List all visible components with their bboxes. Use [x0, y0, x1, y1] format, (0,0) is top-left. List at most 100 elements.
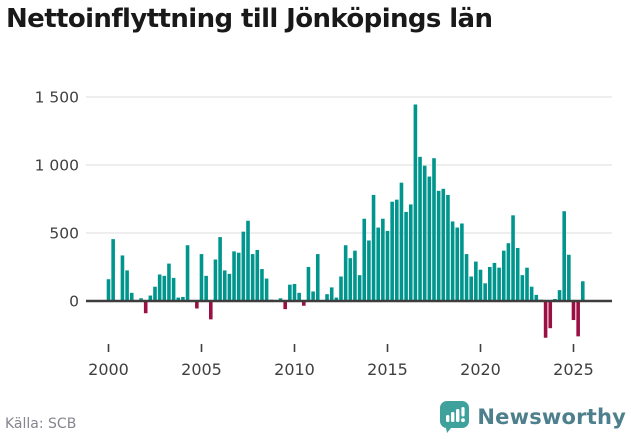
- y-axis-tick-label: 500: [49, 225, 79, 243]
- bar: [529, 286, 534, 301]
- bar: [153, 286, 157, 301]
- bar: [474, 261, 478, 301]
- bar: [534, 294, 539, 301]
- bar: [171, 277, 176, 301]
- bar: [432, 158, 436, 301]
- bar: [181, 296, 185, 301]
- bar: [246, 220, 250, 301]
- bar: [571, 301, 576, 321]
- bar: [306, 267, 311, 301]
- bar: [460, 223, 464, 301]
- bar: [413, 104, 418, 301]
- bar: [436, 190, 441, 301]
- bar: [125, 270, 129, 301]
- bar: [399, 182, 404, 301]
- bar: [222, 270, 227, 301]
- bar: [362, 218, 367, 301]
- bar: [315, 254, 320, 301]
- newsworthy-wordmark: Newsworthy: [477, 405, 626, 429]
- y-axis-tick-label: 0: [69, 293, 79, 311]
- bar: [376, 227, 380, 301]
- bar: [106, 279, 111, 301]
- bar: [548, 301, 553, 329]
- bar: [278, 298, 283, 301]
- bar: [422, 165, 427, 301]
- bar: [381, 218, 385, 301]
- bar: [111, 239, 115, 301]
- bar: [576, 301, 580, 337]
- bar: [250, 254, 255, 301]
- bar: [353, 250, 357, 301]
- bar: [157, 274, 162, 301]
- bar: [213, 259, 218, 301]
- bar: [501, 250, 506, 301]
- bar: [367, 240, 371, 301]
- x-axis-tick-label: 2010: [274, 360, 315, 379]
- bar: [385, 230, 390, 301]
- bar: [557, 290, 562, 301]
- bar: [525, 267, 529, 301]
- bar: [185, 245, 190, 301]
- x-axis-tick-label: 2025: [553, 360, 594, 379]
- bar: [567, 254, 571, 301]
- bar: [199, 254, 204, 301]
- bar: [148, 295, 153, 301]
- bar: [515, 247, 520, 301]
- bar: [371, 194, 376, 301]
- bar: [427, 176, 432, 301]
- bar-chart: 0 500 1 000 1 500 2000 2005 2010 2015 2020 2025: [35, 89, 612, 379]
- bar: [176, 297, 181, 301]
- bar: [506, 243, 511, 301]
- newsworthy-logo: Newsworthy: [439, 400, 626, 434]
- bar: [311, 291, 315, 301]
- bar: [581, 281, 585, 301]
- bar: [227, 273, 232, 301]
- bar: [339, 276, 343, 301]
- bar: [334, 297, 339, 301]
- bar: [562, 211, 566, 301]
- bar: [218, 237, 222, 301]
- bar: [520, 275, 525, 301]
- bar: [543, 301, 548, 338]
- bar: [167, 263, 171, 301]
- bar: [209, 301, 213, 320]
- x-axis-tick-label: 2000: [88, 360, 129, 379]
- bar: [469, 276, 473, 301]
- bar: [464, 254, 469, 301]
- bar: [357, 275, 362, 301]
- y-axis-tick-label: 1 000: [35, 157, 79, 175]
- bar: [120, 255, 125, 301]
- bar: [395, 199, 399, 301]
- bar: [139, 298, 143, 301]
- bar: [441, 188, 446, 301]
- source-label: Källa: SCB: [5, 416, 77, 432]
- bar: [255, 250, 260, 301]
- bar: [292, 284, 297, 301]
- x-axis-tick-label: 2005: [181, 360, 222, 379]
- bar: [348, 258, 353, 301]
- bar: [497, 267, 501, 301]
- bar: [492, 262, 497, 301]
- bar: [236, 252, 241, 301]
- bar: [241, 231, 246, 301]
- bar: [129, 292, 134, 301]
- bar: [260, 269, 264, 301]
- y-axis-tick-label: 1 500: [35, 89, 79, 107]
- bar: [450, 221, 455, 301]
- bar: [302, 301, 306, 306]
- bar: [343, 245, 348, 301]
- bar: [488, 267, 492, 301]
- bar: [195, 301, 199, 309]
- bar: [446, 194, 450, 301]
- bar: [455, 227, 460, 301]
- bar: [329, 287, 334, 301]
- bar: [325, 294, 329, 301]
- bar: [408, 204, 413, 301]
- bar: [390, 201, 394, 301]
- x-axis-tick-label: 2020: [460, 360, 501, 379]
- bar: [511, 215, 515, 301]
- bar: [288, 284, 292, 301]
- bar: [483, 283, 487, 301]
- bar: [204, 275, 208, 301]
- bar: [143, 301, 148, 314]
